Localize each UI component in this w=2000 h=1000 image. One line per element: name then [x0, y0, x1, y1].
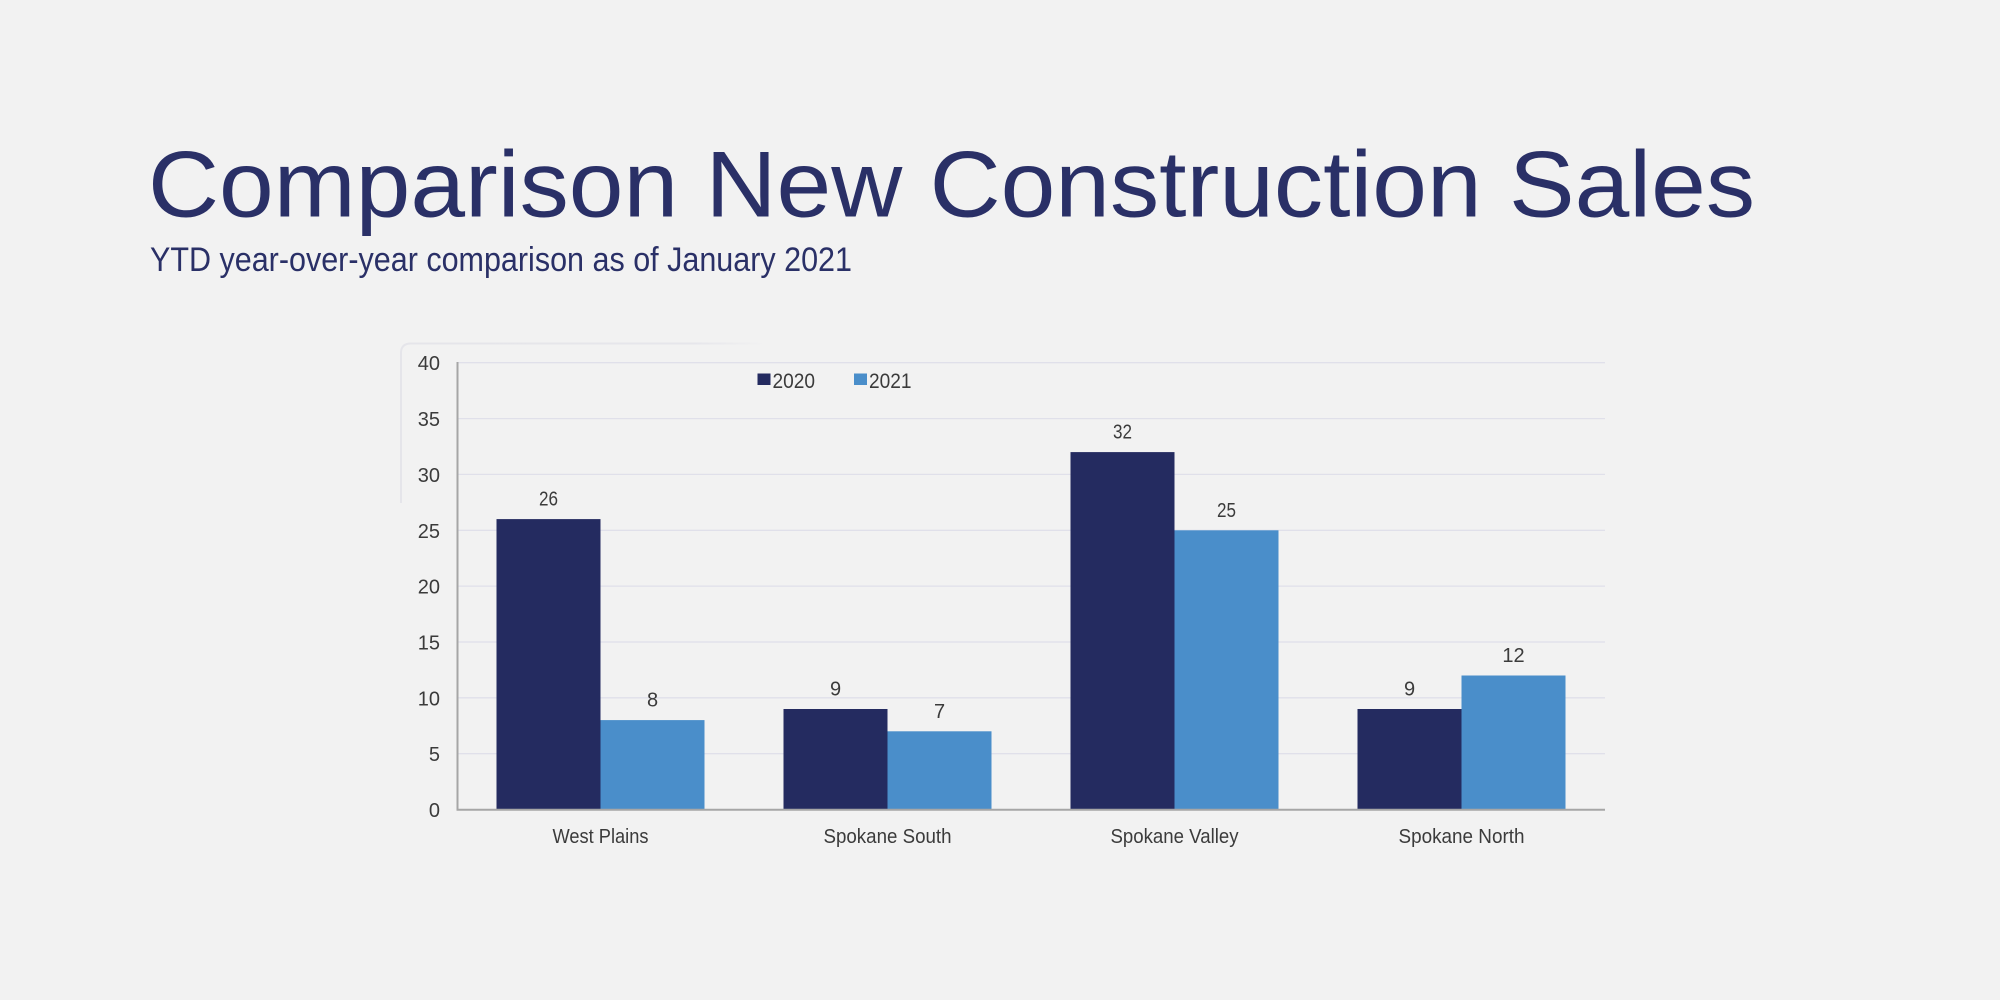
svg-text:10: 10: [418, 688, 440, 710]
svg-text:9: 9: [830, 679, 841, 701]
svg-text:30: 30: [418, 465, 440, 487]
svg-text:9: 9: [1404, 679, 1415, 701]
svg-text:Spokane South: Spokane South: [824, 826, 952, 848]
svg-text:West Plains: West Plains: [553, 826, 649, 848]
svg-text:Spokane Valley: Spokane Valley: [1111, 826, 1239, 848]
svg-text:40: 40: [418, 353, 440, 375]
svg-text:20: 20: [418, 577, 440, 599]
svg-text:5: 5: [429, 744, 440, 766]
svg-text:2020: 2020: [773, 370, 816, 393]
svg-text:15: 15: [418, 633, 440, 655]
svg-text:2021: 2021: [869, 370, 912, 393]
svg-text:35: 35: [418, 409, 440, 431]
svg-text:Comparison New Construction Sa: Comparison New Construction Sales: [148, 132, 1755, 237]
svg-text:0: 0: [429, 800, 440, 822]
svg-text:25: 25: [1217, 500, 1236, 522]
svg-text:12: 12: [1502, 645, 1524, 667]
svg-text:26: 26: [539, 489, 558, 511]
svg-text:32: 32: [1113, 422, 1132, 444]
svg-text:8: 8: [647, 690, 658, 712]
svg-text:Spokane North: Spokane North: [1399, 826, 1525, 848]
svg-text:7: 7: [934, 701, 945, 723]
svg-text:25: 25: [418, 521, 440, 543]
svg-text:YTD year-over-year comparison: YTD year-over-year comparison as of Janu…: [150, 241, 852, 279]
